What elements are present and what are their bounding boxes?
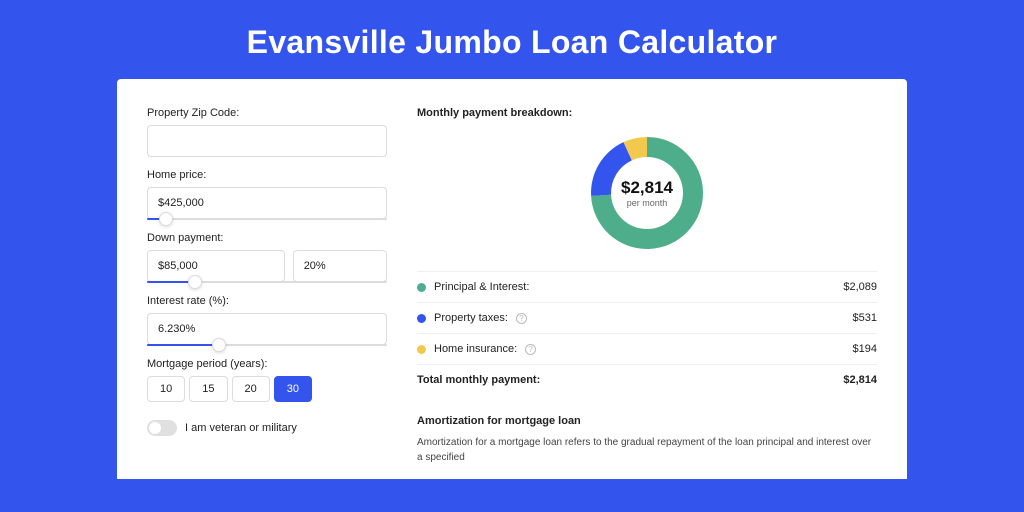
breakdown-line-item: Home insurance:? $194	[417, 333, 877, 364]
legend-dot	[417, 283, 426, 292]
line-item-label: Principal & Interest:	[434, 281, 529, 293]
zip-label: Property Zip Code:	[147, 107, 387, 119]
breakdown-title: Monthly payment breakdown:	[417, 107, 877, 119]
mortgage-period-group: 10152030	[147, 376, 387, 402]
interest-rate-label: Interest rate (%):	[147, 295, 387, 307]
total-label: Total monthly payment:	[417, 374, 540, 386]
amortization-title: Amortization for mortgage loan	[417, 415, 877, 427]
line-item-value: $2,089	[843, 281, 877, 293]
slider-thumb[interactable]	[188, 275, 202, 289]
veteran-label: I am veteran or military	[185, 422, 297, 434]
zip-input[interactable]	[147, 125, 387, 157]
period-button-30[interactable]: 30	[274, 376, 312, 402]
slider-thumb[interactable]	[212, 338, 226, 352]
info-icon[interactable]: ?	[516, 313, 527, 324]
period-button-15[interactable]: 15	[189, 376, 227, 402]
line-item-value: $194	[853, 343, 877, 355]
down-payment-amount-input[interactable]	[147, 250, 285, 282]
legend-dot	[417, 345, 426, 354]
legend-dot	[417, 314, 426, 323]
donut-chart: $2,814 per month	[587, 133, 707, 253]
breakdown-line-item: Principal & Interest: $2,089	[417, 271, 877, 302]
breakdown-line-item: Property taxes:? $531	[417, 302, 877, 333]
calculator-card: Property Zip Code: Home price: Down paym…	[117, 79, 907, 479]
mortgage-period-label: Mortgage period (years):	[147, 358, 387, 370]
down-payment-label: Down payment:	[147, 232, 387, 244]
line-item-label: Property taxes:	[434, 312, 508, 324]
veteran-toggle[interactable]	[147, 420, 177, 436]
home-price-input[interactable]	[147, 187, 387, 219]
interest-rate-input[interactable]	[147, 313, 387, 345]
down-payment-percent-input[interactable]	[293, 250, 387, 282]
donut-amount: $2,814	[621, 178, 673, 198]
line-item-value: $531	[853, 312, 877, 324]
period-button-10[interactable]: 10	[147, 376, 185, 402]
home-price-slider[interactable]	[147, 218, 387, 220]
interest-rate-slider[interactable]	[147, 344, 387, 346]
down-payment-slider[interactable]	[147, 281, 387, 283]
home-price-label: Home price:	[147, 169, 387, 181]
total-row: Total monthly payment: $2,814	[417, 364, 877, 395]
page-title: Evansville Jumbo Loan Calculator	[0, 0, 1024, 79]
period-button-20[interactable]: 20	[232, 376, 270, 402]
breakdown-column: Monthly payment breakdown: $2,814 per mo…	[417, 107, 877, 459]
form-column: Property Zip Code: Home price: Down paym…	[147, 107, 387, 459]
info-icon[interactable]: ?	[525, 344, 536, 355]
line-item-label: Home insurance:	[434, 343, 517, 355]
total-value: $2,814	[843, 374, 877, 386]
donut-sub: per month	[627, 198, 668, 208]
amortization-text: Amortization for a mortgage loan refers …	[417, 435, 877, 465]
slider-thumb[interactable]	[159, 212, 173, 226]
